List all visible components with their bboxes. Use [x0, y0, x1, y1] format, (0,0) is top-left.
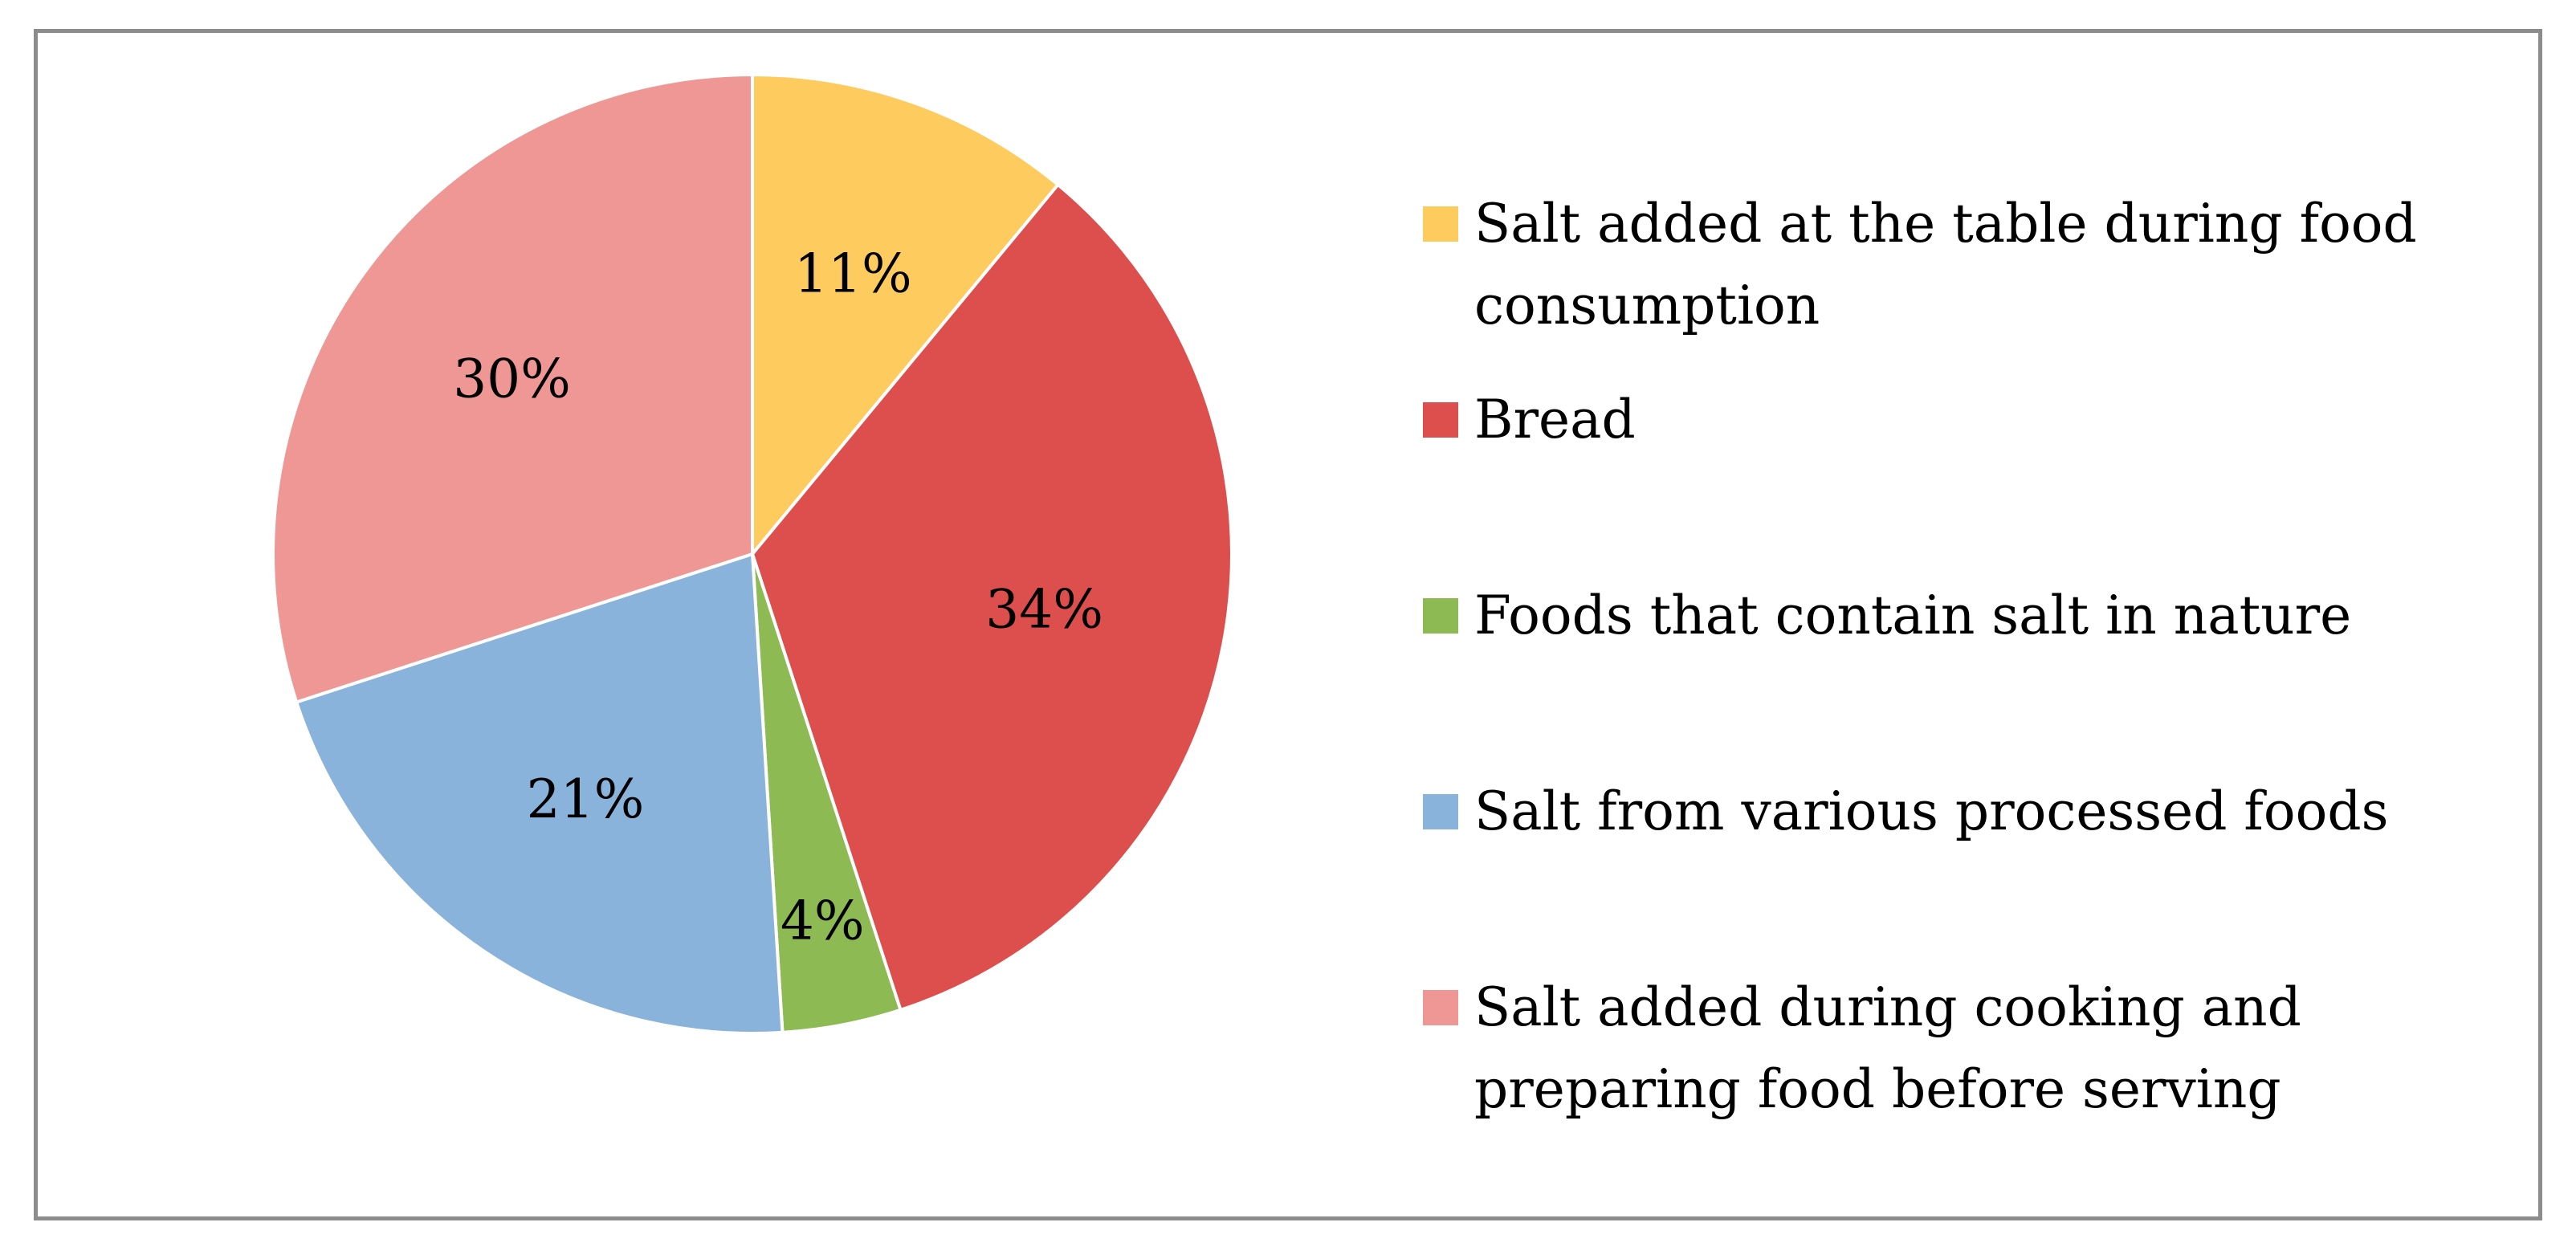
pie-slice-label-2: 34%	[985, 578, 1103, 640]
pie-slice-label-5: 30%	[453, 348, 571, 410]
pie-slice-4	[294, 552, 785, 1035]
legend: Salt added at the table during food consu…	[1423, 193, 2417, 1120]
pie-slice-label-3: 4%	[781, 890, 865, 951]
legend-swatch-3	[1423, 598, 1458, 634]
legend-label-2-line-1: Bread	[1474, 389, 1636, 450]
pie-slice-labels: 11% 34% 4% 21% 30%	[453, 243, 1103, 952]
legend-swatch-5	[1423, 990, 1458, 1025]
legend-swatch-1	[1423, 206, 1458, 242]
legend-label-1-line-1: Salt added at the table during food	[1474, 193, 2417, 255]
pie-slice-label-1: 11%	[794, 243, 912, 305]
pie-slice-label-4: 21%	[527, 768, 645, 830]
legend-label-1-line-2: consumption	[1474, 275, 1820, 336]
pie-slice-2	[750, 182, 1233, 1013]
pie-slice-5	[271, 72, 754, 705]
pie-slices	[271, 72, 1233, 1035]
legend-label-5-line-1: Salt added during cooking and	[1474, 976, 2301, 1038]
legend-label-5-line-2: preparing food before serving	[1474, 1058, 2281, 1120]
legend-label-3-line-1: Foods that contain salt in nature	[1474, 585, 2351, 646]
legend-swatch-4	[1423, 794, 1458, 829]
legend-swatch-2	[1423, 402, 1458, 438]
legend-label-4-line-1: Salt from various processed foods	[1474, 780, 2388, 842]
pie-slice-1	[751, 72, 1061, 559]
